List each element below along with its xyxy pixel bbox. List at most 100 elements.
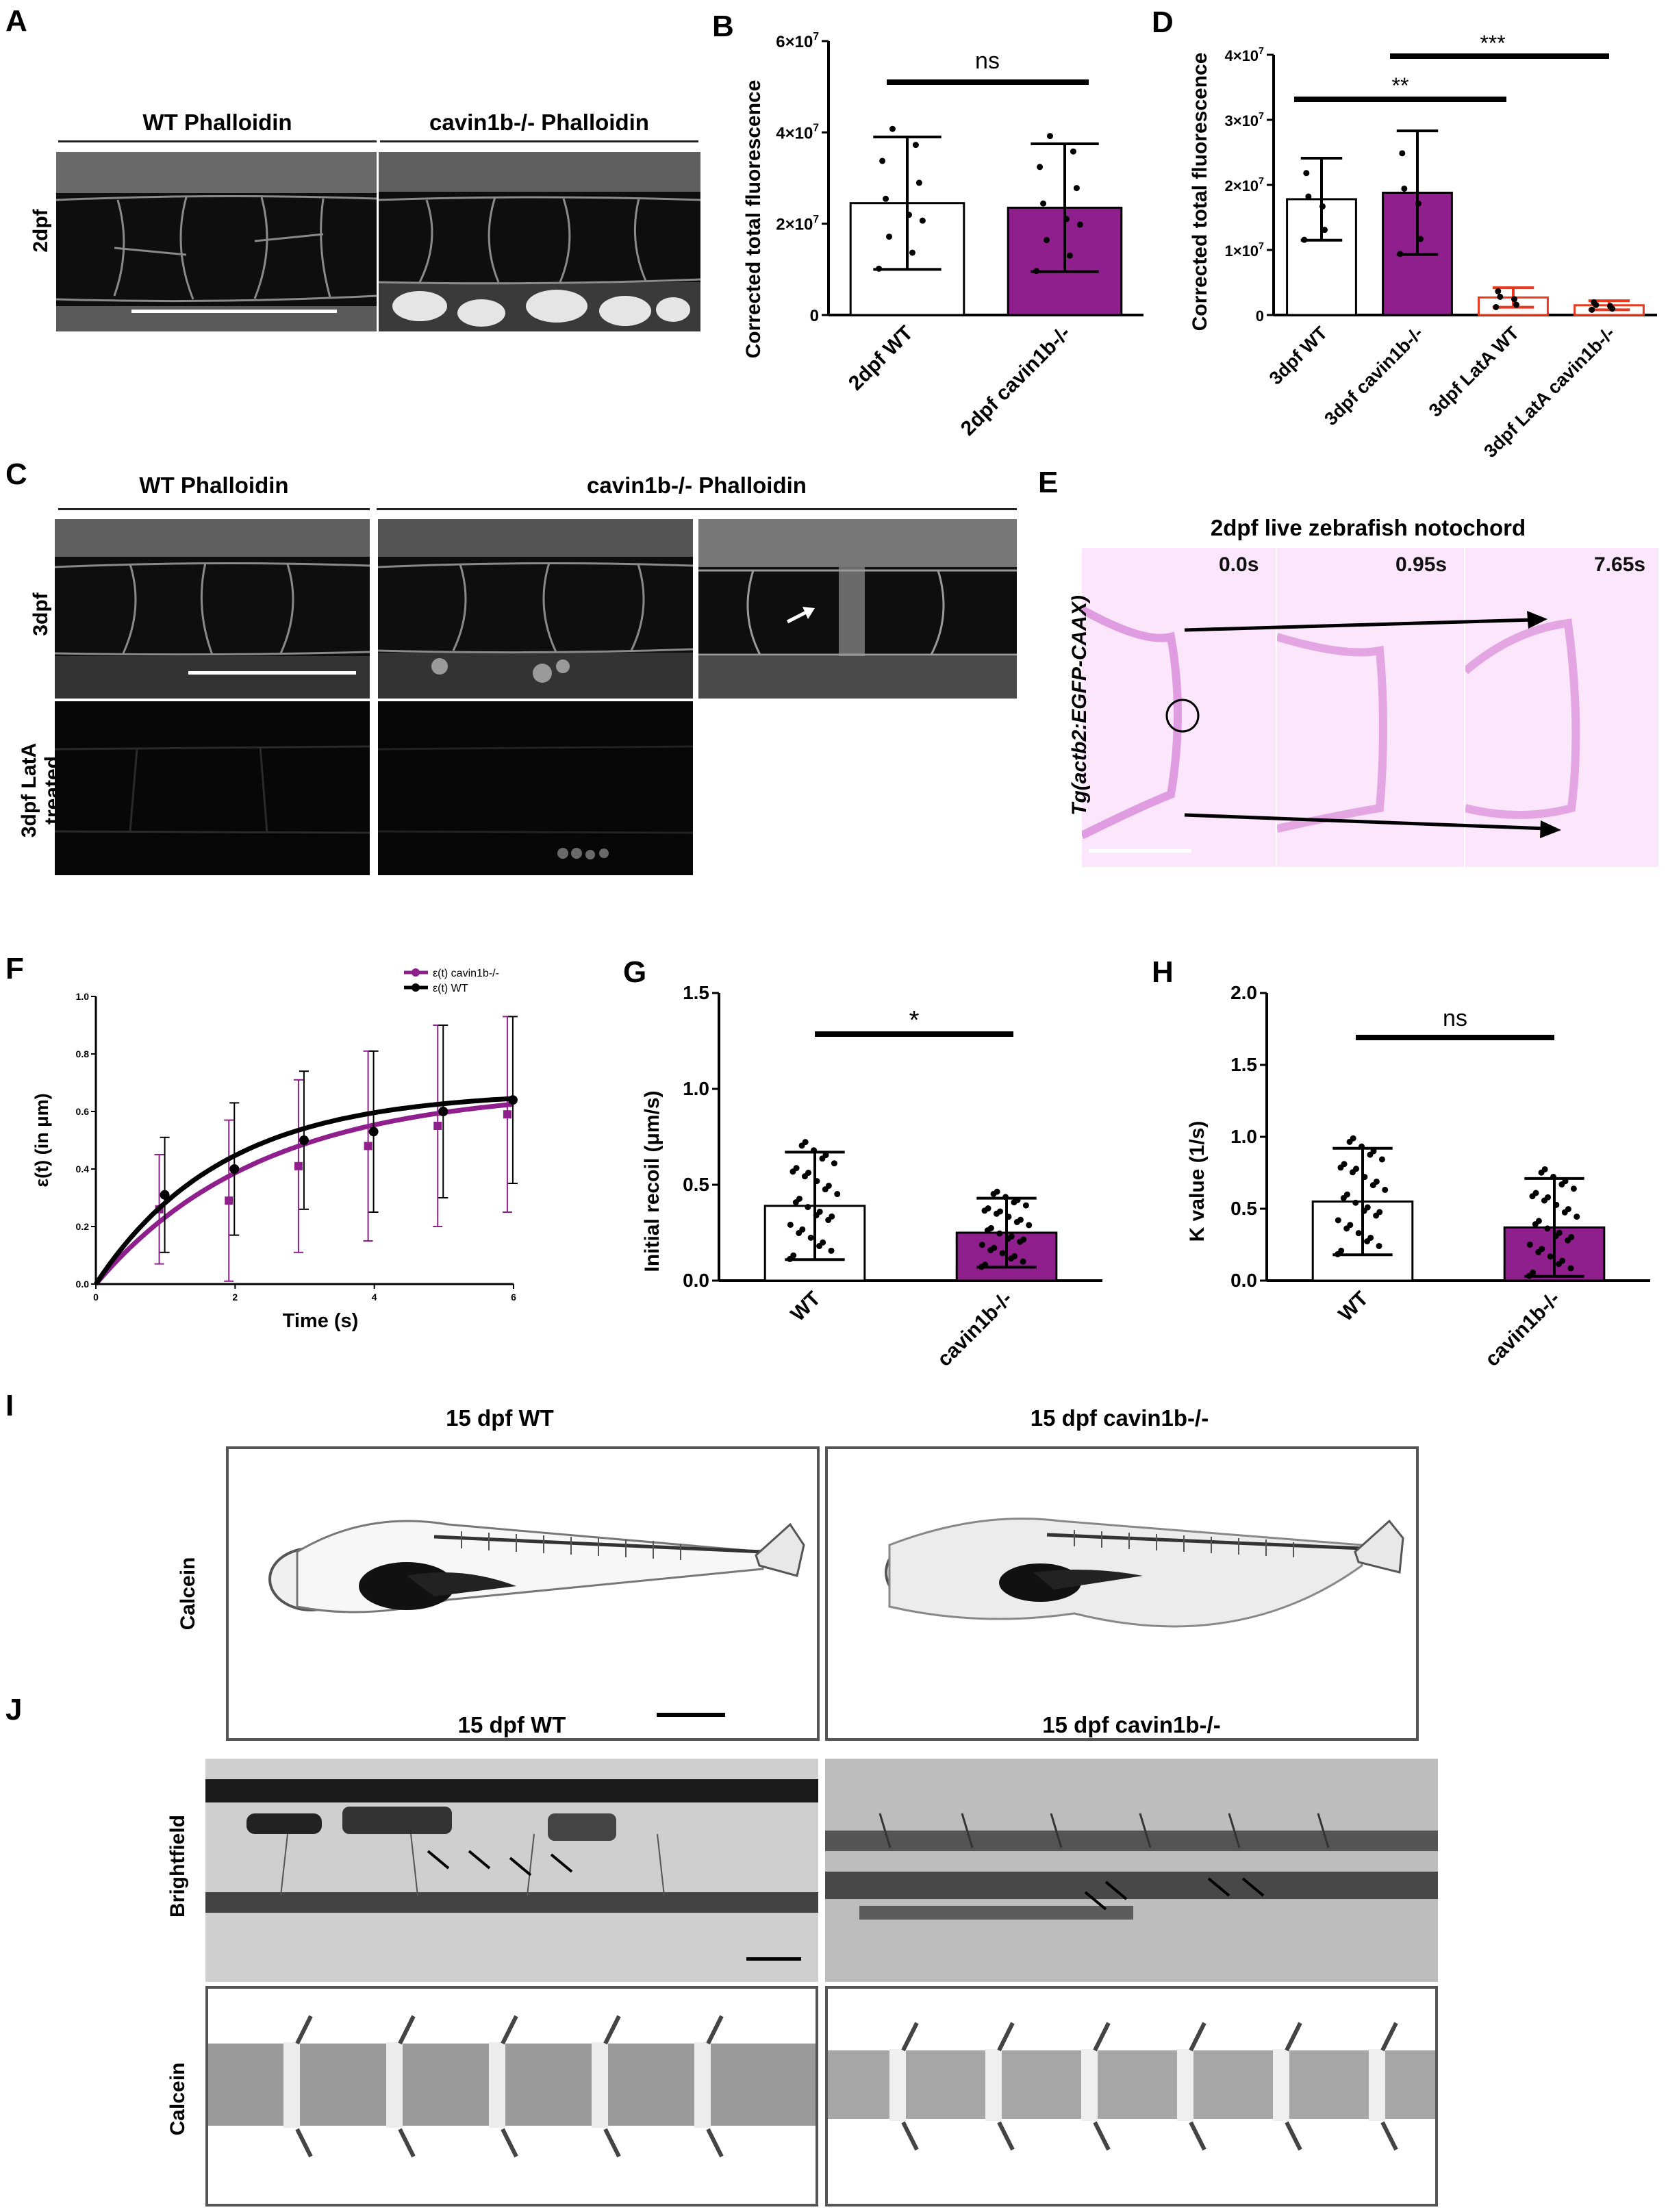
calcein-detail-wt-drawing: [208, 2015, 816, 2158]
data-point: [1319, 203, 1326, 210]
data-point: [805, 1204, 811, 1211]
data-point: [1352, 1199, 1359, 1206]
data-point: [905, 212, 912, 218]
legend-marker: [412, 983, 420, 992]
panel-c-rule-cavin: [377, 508, 1017, 510]
data-point: [876, 265, 883, 272]
significance-label: ns: [1443, 1005, 1467, 1031]
data-point: [225, 1196, 233, 1205]
panel-label-a: A: [5, 4, 27, 38]
x-tick-label: WT: [1335, 1287, 1373, 1326]
panel-label-j: J: [5, 1693, 23, 1726]
micrograph-a-cavin-drawing: [379, 152, 700, 331]
data-point: [160, 1190, 170, 1200]
live-frame-2: [1463, 548, 1658, 867]
data-point: [1399, 150, 1406, 157]
data-point: [1397, 251, 1404, 257]
micrograph-c-wt-lata: [55, 701, 370, 875]
data-point: [1556, 1229, 1563, 1236]
data-point: [796, 1195, 803, 1202]
panel-c-header-cavin: cavin1b-/- Phalloidin: [587, 473, 807, 498]
chart-b-ylabel: Corrected total fluorescence: [742, 80, 765, 359]
data-point: [1559, 1257, 1566, 1264]
data-point: [1341, 1161, 1348, 1168]
y-tick-label: 2.0: [1230, 982, 1257, 1003]
data-point: [886, 234, 893, 240]
brightfield-cavin: [825, 1759, 1438, 1982]
data-point: [985, 1205, 991, 1212]
data-point: [1026, 1222, 1033, 1229]
data-point: [1017, 1216, 1024, 1223]
data-point: [1005, 1214, 1012, 1220]
data-point: [834, 1191, 841, 1198]
chart-g-plot: 0.0 0.5 1.0 1.5 WT cavin1b-/- *: [683, 982, 1102, 1371]
data-point: [822, 1152, 829, 1159]
data-point: [811, 1147, 818, 1154]
panel-label-h: H: [1152, 955, 1174, 989]
data-point: [994, 1188, 1000, 1195]
live-frame-0: [1080, 548, 1276, 867]
series-curve: [94, 1096, 514, 1285]
data-point: [433, 1122, 442, 1130]
y-tick-label: 0: [810, 307, 819, 325]
panel-c-header-wt: WT Phalloidin: [139, 473, 289, 498]
y-tick-label: 2×107: [776, 214, 819, 234]
data-point: [1589, 306, 1595, 313]
data-point: [1338, 1247, 1345, 1254]
panel-label-i: I: [5, 1389, 14, 1422]
micrograph-c-wt-lata-drawing: [55, 745, 370, 834]
legend-label: ε(t) cavin1b-/-: [433, 968, 499, 979]
data-point: [1066, 252, 1073, 259]
panel-j-row-label-brightfield: Brightfield: [166, 1815, 189, 1918]
panel-label-c: C: [5, 457, 27, 491]
panel-label-g: G: [623, 955, 647, 989]
data-point: [1347, 1222, 1354, 1229]
micrograph-c-cavin-3dpf-zoom-drawing: [698, 519, 1017, 699]
data-point: [503, 1110, 511, 1119]
data-point: [294, 1161, 303, 1170]
data-point: [1073, 185, 1080, 192]
data-point: [1495, 288, 1502, 294]
data-point: [1541, 1166, 1548, 1172]
calcein-detail-wt: [205, 1986, 818, 2207]
y-tick-label: 0.6: [76, 1106, 90, 1117]
x-tick-label: 6: [511, 1292, 516, 1303]
data-point: [883, 195, 889, 202]
y-tick-label: 0.4: [76, 1164, 90, 1174]
data-point: [919, 217, 926, 224]
micrograph-c-cavin-lata-drawing: [378, 745, 693, 859]
chart-f-plot: 0.0 0.2 0.4 0.6 0.8 1.0 0 2 4 6 ε(t) cavin1b-/- ε(t…: [76, 968, 518, 1303]
micrograph-c-cavin-3dpf: [378, 519, 693, 699]
data-point: [1037, 164, 1044, 171]
data-point: [507, 1095, 518, 1105]
panel-a-rule-wt: [58, 140, 377, 142]
chart-h-plot: 0.0 0.5 1.0 1.5 2.0 WT cavin1b-/- ns: [1230, 982, 1650, 1371]
y-tick-label: 0.0: [683, 1270, 709, 1291]
data-point: [831, 1160, 837, 1167]
data-point: [1513, 301, 1520, 308]
data-point: [1014, 1196, 1021, 1203]
data-point: [438, 1107, 448, 1116]
fish-image-cavin: [825, 1446, 1419, 1741]
panel-j-header-wt: 15 dpf WT: [457, 1712, 566, 1737]
data-point: [909, 249, 915, 256]
data-point: [1044, 237, 1050, 244]
y-tick-label: 0: [1256, 307, 1264, 325]
data-point: [1301, 236, 1308, 243]
data-point: [1011, 1253, 1018, 1259]
data-point: [1593, 301, 1600, 308]
x-tick-label: 2dpf cavin1b-/-: [957, 322, 1075, 440]
data-point: [879, 158, 886, 164]
data-point: [1008, 1233, 1015, 1240]
data-point: [828, 1247, 835, 1254]
data-point: [1382, 1186, 1389, 1193]
panel-label-d: D: [1152, 5, 1174, 39]
data-point: [829, 1213, 835, 1220]
data-point: [1553, 1201, 1560, 1208]
data-point: [1040, 200, 1047, 207]
data-point: [813, 1178, 820, 1185]
data-point: [793, 1165, 800, 1172]
data-point: [1532, 1190, 1539, 1196]
micrograph-c-cavin-lata: [378, 701, 693, 875]
panel-e-side-label: Tg(actb2:EGFP-CAAX): [1068, 595, 1091, 816]
